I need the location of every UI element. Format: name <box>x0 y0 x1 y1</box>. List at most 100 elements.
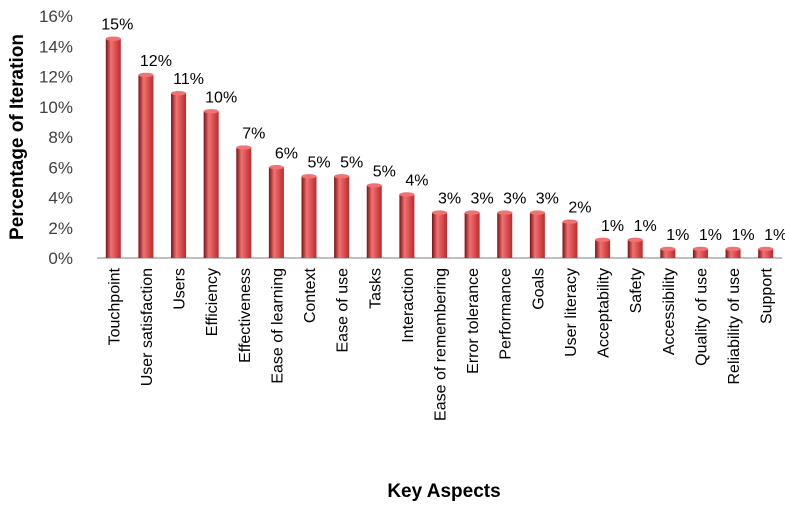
y-tick-label: 14% <box>39 37 73 56</box>
bars <box>105 36 774 258</box>
bar-cap <box>529 210 545 215</box>
bar-cap <box>432 210 447 215</box>
data-label: 2% <box>568 200 591 217</box>
y-tick-label: 2% <box>48 219 73 238</box>
bar <box>399 194 415 258</box>
data-label: 6% <box>275 145 298 162</box>
x-tick-label: Accessibility <box>661 268 678 355</box>
data-label: 5% <box>307 154 330 171</box>
data-label: 1% <box>601 218 624 235</box>
data-label: 1% <box>699 227 722 244</box>
bar <box>595 239 611 258</box>
bar-cap <box>301 174 317 179</box>
bar <box>660 248 676 258</box>
bar <box>725 248 741 258</box>
bar-cap <box>268 165 284 170</box>
x-tick-label: Users <box>172 268 189 310</box>
x-tick-label: User satisfaction <box>139 268 156 386</box>
category-labels: Touchpoint User satisfaction Users Efficien… <box>106 267 775 421</box>
y-tick-label: 16% <box>39 7 73 26</box>
x-tick-label: Efficiency <box>204 268 221 336</box>
x-tick-label: Performance <box>498 268 515 360</box>
data-label: 1% <box>666 227 689 244</box>
x-tick-label: Tasks <box>367 268 384 309</box>
x-tick-label: Interaction <box>400 268 417 343</box>
x-tick-label: Ease of learning <box>269 268 286 384</box>
y-tick-label: 4% <box>48 189 73 208</box>
data-label: 12% <box>140 53 172 70</box>
data-label: 11% <box>173 71 204 88</box>
bar <box>692 248 708 258</box>
bar-cap <box>758 246 774 252</box>
data-labels: 15% 12%11%10% 7% 6% 5% 5% 5% 4% 3% 3% 3% 3% 2% 1% 1% 1%… <box>101 17 785 244</box>
bar-cap <box>497 210 513 215</box>
data-label: 3% <box>471 191 494 208</box>
bar-cap <box>627 237 643 243</box>
bar <box>236 147 252 258</box>
bar <box>627 239 643 258</box>
x-axis-title: Key Aspects <box>387 481 500 502</box>
x-tick-label: Quality of use <box>693 268 710 366</box>
y-tick-label: 12% <box>39 68 73 87</box>
bar <box>138 74 154 258</box>
bar-cap <box>236 145 252 150</box>
y-tick-label: 10% <box>39 98 73 117</box>
x-tick-label: Context <box>302 267 319 323</box>
bar <box>758 248 774 258</box>
bar-cap <box>464 210 480 215</box>
bar <box>171 93 187 258</box>
bar <box>432 212 447 258</box>
y-axis-title: Percentage of Iteration <box>7 34 28 240</box>
x-tick-label: Support <box>759 267 776 324</box>
bar-cap <box>399 192 415 197</box>
data-label: 15% <box>101 17 133 34</box>
x-tick-label: Ease of use <box>335 268 352 353</box>
bar-cap <box>366 183 382 188</box>
bar-cap <box>562 219 578 224</box>
bar-cap <box>692 246 708 252</box>
bar-cap <box>171 90 187 96</box>
bar <box>497 212 513 258</box>
x-tick-label: Effectiveness <box>237 268 254 363</box>
x-tick-label: Safety <box>628 268 645 313</box>
data-label: 3% <box>503 191 526 208</box>
bar-cap <box>203 109 219 114</box>
data-label: 5% <box>340 154 363 171</box>
x-tick-label: User literacy <box>563 268 580 357</box>
x-tick-label: Reliability of use <box>726 268 743 385</box>
x-tick-label: Ease of remembering <box>433 268 450 421</box>
data-label: 5% <box>373 163 396 180</box>
data-label: 7% <box>242 126 265 143</box>
data-label: 1% <box>634 218 657 235</box>
bar-cap <box>595 237 611 243</box>
data-label: 3% <box>536 191 559 208</box>
bar <box>203 111 219 258</box>
bar <box>105 38 121 258</box>
x-tick-label: Error tolerance <box>465 268 482 374</box>
y-axis-ticks: 0% 2% 4% 6% 8% 10% 12% 14% 16% <box>39 7 73 268</box>
bar <box>366 185 382 258</box>
bar <box>562 221 578 258</box>
y-tick-label: 6% <box>48 158 73 177</box>
bar <box>301 176 317 258</box>
bar-cap <box>725 246 741 252</box>
bar <box>464 212 480 258</box>
y-tick-label: 0% <box>48 249 73 268</box>
data-label: 1% <box>764 227 785 244</box>
x-tick-label: Acceptability <box>596 268 613 358</box>
bar <box>529 212 545 258</box>
bar <box>334 176 350 258</box>
x-tick-label: Touchpoint <box>106 267 123 345</box>
y-tick-label: 8% <box>48 128 73 147</box>
data-label: 10% <box>205 89 237 106</box>
bar-cap <box>660 246 676 252</box>
data-label: 3% <box>438 191 461 208</box>
data-label: 4% <box>405 172 428 189</box>
x-tick-label: Goals <box>530 268 547 310</box>
bar-cap <box>105 36 121 41</box>
bar-cap <box>334 174 350 179</box>
bar <box>268 167 284 258</box>
data-label: 1% <box>732 227 755 244</box>
bar-cap <box>138 72 154 78</box>
